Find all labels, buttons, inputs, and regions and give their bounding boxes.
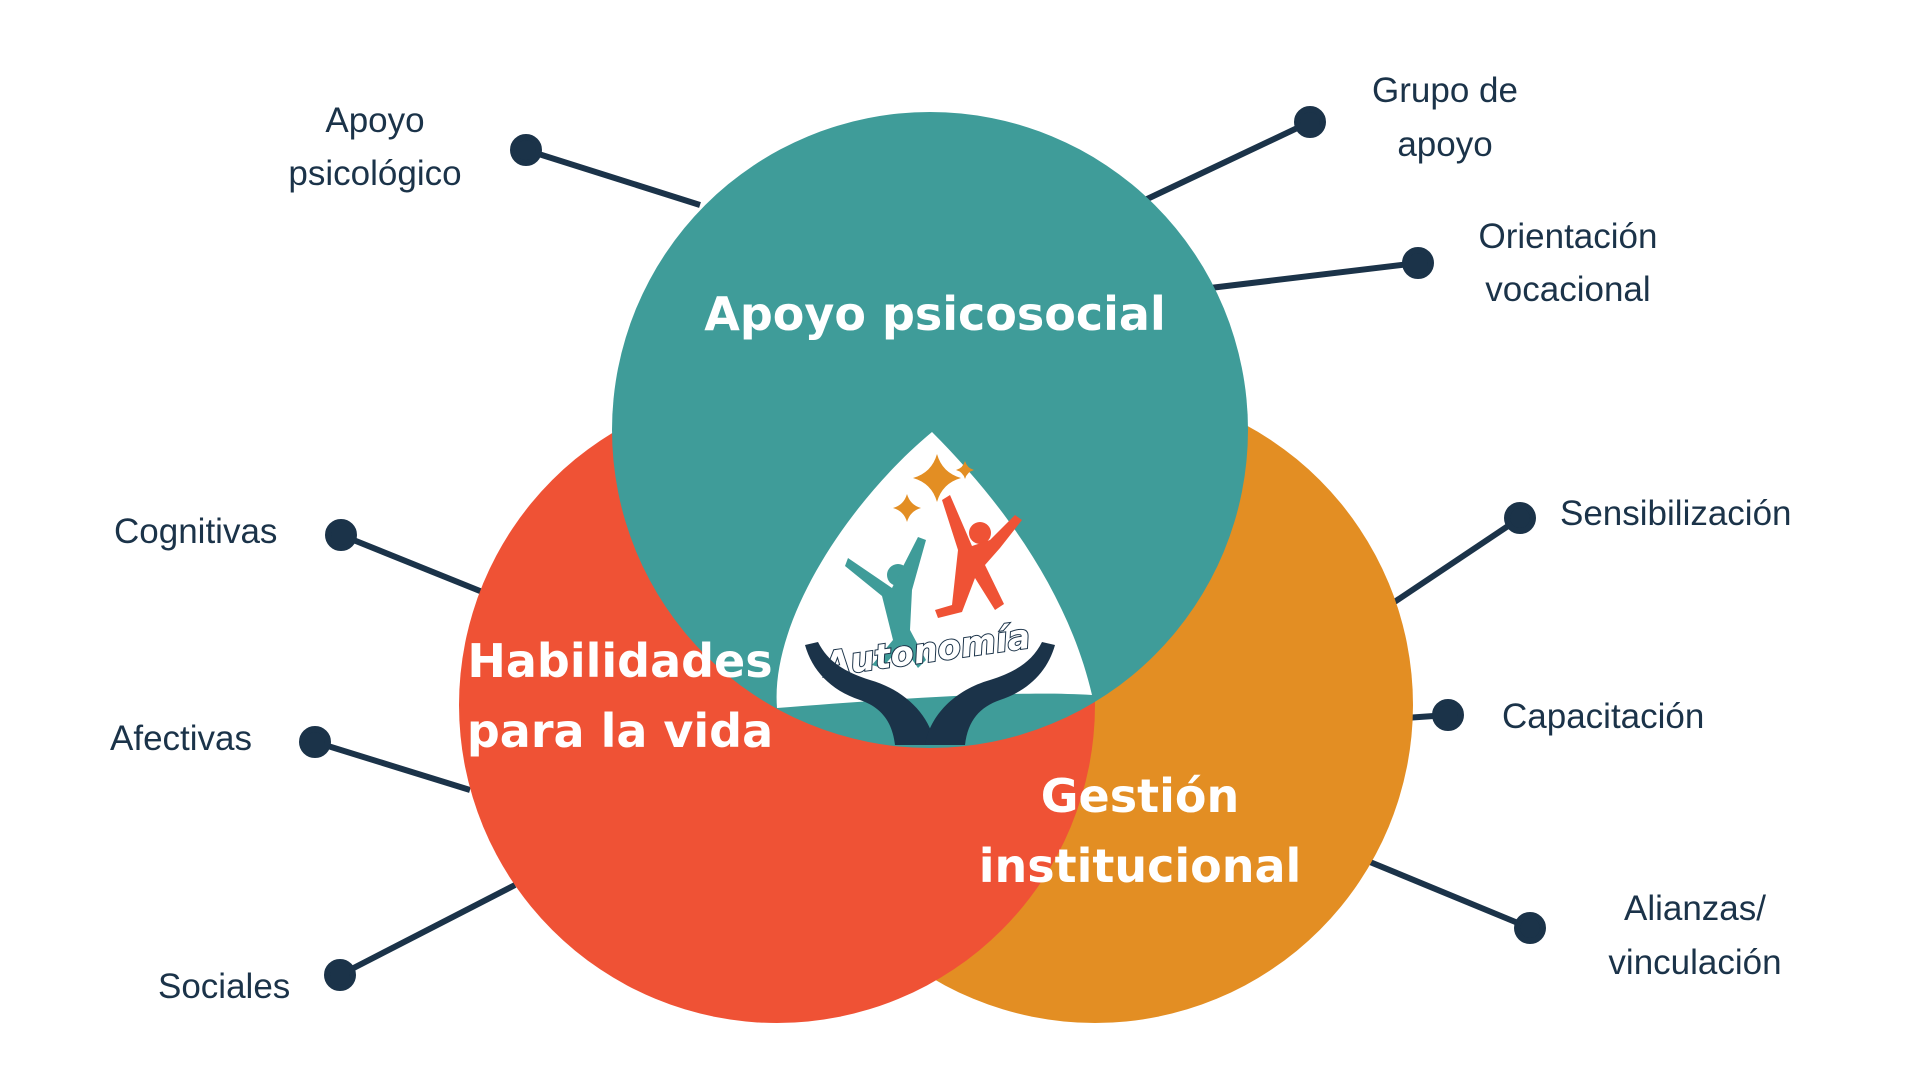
connector-sensibilizacion (1388, 515, 1522, 608)
connector-orientacion (1209, 260, 1419, 291)
person-teal-icon (845, 537, 926, 668)
dot-cognitivas (325, 519, 357, 551)
dot-orientacion (1402, 247, 1434, 279)
label-grupo-apoyo-line2: apoyo (1397, 125, 1492, 164)
label-orientacion-line1: Orientación (1479, 217, 1658, 256)
connector-alianzas (1368, 859, 1532, 931)
dot-alianzas (1514, 912, 1546, 944)
dot-capacitacion (1432, 699, 1464, 731)
title-gestion-line2: institucional (979, 839, 1302, 893)
dot-afectivas (299, 726, 331, 758)
label-grupo-apoyo-line1: Grupo de (1372, 71, 1518, 110)
label-apoyo-psicologico-line2: psicológico (288, 154, 461, 193)
circle-psicosocial (612, 112, 1248, 748)
title-gestion-line1: Gestión (1041, 769, 1239, 823)
hands-icon (805, 642, 1055, 745)
dot-apoyo-psicologico (510, 134, 542, 166)
connector-grupo-apoyo (1143, 119, 1312, 203)
label-orientacion-line2: vocacional (1485, 270, 1650, 309)
title-habilidades-line2: para la vida (467, 704, 773, 758)
dot-sociales (324, 959, 356, 991)
label-alianzas-line2: vinculación (1608, 943, 1781, 982)
star-icon (893, 454, 974, 522)
star-icon (893, 494, 921, 522)
title-psicosocial: Apoyo psicosocial (704, 287, 1166, 341)
label-cognitivas: Cognitivas (114, 512, 277, 551)
label-apoyo-psicologico-line1: Apoyo (325, 101, 424, 140)
label-afectivas: Afectivas (110, 719, 252, 758)
person-red-icon (935, 495, 1022, 618)
label-alianzas-line1: Alianzas/ (1624, 889, 1766, 928)
dot-sensibilizacion (1504, 502, 1536, 534)
label-capacitacion: Capacitación (1502, 697, 1704, 736)
star-icon (913, 454, 961, 502)
connector-sociales (338, 882, 517, 978)
connector-cognitivas (339, 532, 487, 596)
label-sociales: Sociales (158, 967, 290, 1006)
connector-apoyo-psicologico (525, 147, 701, 208)
connectors (299, 106, 1546, 991)
title-habilidades-line1: Habilidades (467, 634, 772, 688)
label-sensibilizacion: Sensibilización (1560, 494, 1792, 533)
star-icon (956, 461, 974, 479)
dot-grupo-apoyo (1294, 106, 1326, 138)
center-region (776, 432, 1092, 708)
connector-afectivas (314, 739, 471, 793)
